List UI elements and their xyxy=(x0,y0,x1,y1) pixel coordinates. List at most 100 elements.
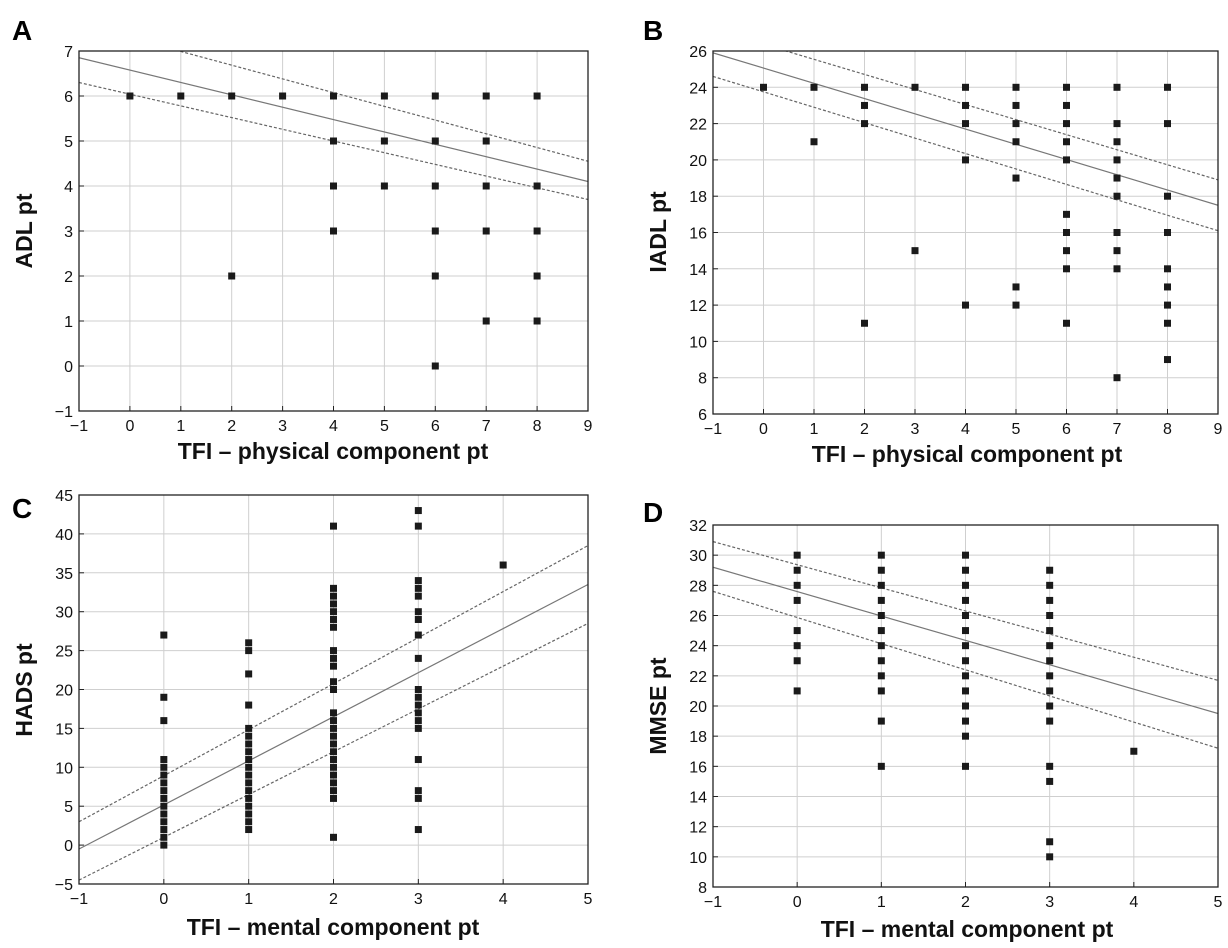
regression-lines xyxy=(713,541,1218,749)
data-point xyxy=(877,762,885,770)
data-point xyxy=(1046,702,1054,710)
data-point xyxy=(1046,612,1054,619)
data-point xyxy=(482,317,490,325)
data-point xyxy=(431,137,439,145)
data-point xyxy=(962,301,969,309)
y-tick-label: 6 xyxy=(698,407,707,424)
x-tick-label: 5 xyxy=(1012,421,1021,438)
y-tick-label: 40 xyxy=(55,527,73,544)
data-point xyxy=(793,627,801,635)
x-tick-label: 3 xyxy=(414,891,423,908)
x-axis-label: TFI – mental component pt xyxy=(821,916,1114,942)
data-point xyxy=(160,756,168,764)
data-point xyxy=(1164,229,1171,236)
y-tick-label: 14 xyxy=(689,262,707,279)
data-point xyxy=(160,818,168,826)
data-point xyxy=(1113,156,1121,164)
y-tick-label: 12 xyxy=(689,820,707,837)
data-point xyxy=(1164,319,1171,327)
x-tick-label: −1 xyxy=(70,418,88,435)
data-point xyxy=(414,522,422,530)
data-point xyxy=(1063,83,1070,91)
data-point xyxy=(793,657,801,665)
regression-fit-line xyxy=(713,566,1218,715)
x-tick-label: 5 xyxy=(584,891,593,908)
data-point xyxy=(533,227,541,235)
data-point xyxy=(414,709,422,717)
data-point xyxy=(1046,687,1054,695)
data-point xyxy=(245,810,253,818)
data-point xyxy=(793,566,801,574)
y-tick-label: 24 xyxy=(689,80,707,97)
data-point xyxy=(177,92,185,100)
data-point xyxy=(861,120,868,128)
data-point xyxy=(160,787,168,795)
data-point xyxy=(962,627,969,635)
data-point xyxy=(1046,838,1054,846)
x-tick-label: 0 xyxy=(759,421,768,438)
data-point xyxy=(245,779,253,787)
panel-letter: B xyxy=(643,15,663,46)
data-point xyxy=(1012,101,1020,109)
y-tick-label: 30 xyxy=(55,605,73,622)
data-point xyxy=(877,672,885,680)
data-point xyxy=(877,566,885,574)
data-point xyxy=(330,662,337,670)
x-axis-label: TFI – physical component pt xyxy=(812,441,1123,467)
data-point xyxy=(330,654,337,662)
data-point xyxy=(962,762,969,770)
data-point xyxy=(1046,717,1054,725)
x-axis-label: TFI – mental component pt xyxy=(187,914,480,940)
data-point xyxy=(245,771,253,779)
x-tick-label: −1 xyxy=(70,891,88,908)
data-point xyxy=(911,247,919,255)
data-point xyxy=(1164,120,1171,128)
data-point xyxy=(877,551,885,559)
data-point xyxy=(1164,283,1171,291)
data-point xyxy=(1063,101,1070,109)
y-tick-label: 45 xyxy=(55,488,73,505)
data-point xyxy=(533,182,541,190)
data-point xyxy=(380,137,388,145)
data-point xyxy=(330,732,337,740)
y-tick-label: 8 xyxy=(698,880,707,897)
y-tick-label: 22 xyxy=(689,669,707,686)
data-point xyxy=(330,756,337,764)
data-point xyxy=(1164,356,1171,364)
data-point xyxy=(877,717,885,725)
data-point xyxy=(245,763,253,771)
confidence-lower-line xyxy=(713,590,1218,749)
x-tick-label: 3 xyxy=(278,418,287,435)
x-tick-label: 1 xyxy=(810,421,819,438)
x-tick-label: −1 xyxy=(704,421,722,438)
x-tick-label: 2 xyxy=(227,418,236,435)
data-point xyxy=(279,92,287,100)
data-point xyxy=(1113,120,1121,128)
data-point xyxy=(160,693,168,701)
data-points xyxy=(793,551,1138,861)
y-tick-label: −1 xyxy=(55,404,73,421)
x-tick-label: 0 xyxy=(793,894,802,911)
data-point xyxy=(1063,138,1070,146)
data-point xyxy=(877,687,885,695)
data-point xyxy=(330,608,337,616)
data-point xyxy=(1012,174,1020,182)
data-point xyxy=(330,92,337,100)
x-tick-label: 4 xyxy=(1129,894,1138,911)
data-point xyxy=(228,92,236,100)
data-point xyxy=(330,748,337,756)
data-point xyxy=(1113,138,1121,146)
data-point xyxy=(160,779,168,787)
data-point xyxy=(1113,374,1121,382)
data-point xyxy=(414,787,422,795)
data-point xyxy=(245,670,253,678)
panel-letter: A xyxy=(12,15,32,46)
data-point xyxy=(962,156,969,164)
data-point xyxy=(1012,138,1020,146)
y-tick-label: 1 xyxy=(64,314,73,331)
data-point xyxy=(1063,156,1070,164)
x-tick-label: 8 xyxy=(533,418,542,435)
y-tick-label: 14 xyxy=(689,790,707,807)
